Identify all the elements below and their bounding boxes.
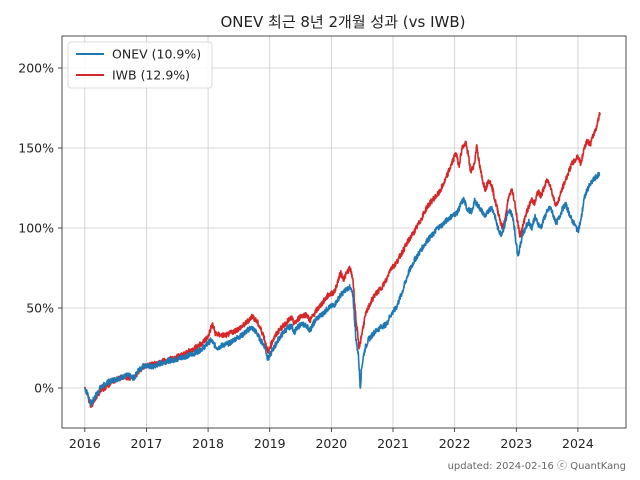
x-tick-label: 2023: [500, 436, 532, 451]
y-tick-label: 100%: [18, 221, 54, 236]
chart-title: ONEV 최근 8년 2개월 성과 (vs IWB): [220, 13, 465, 31]
grid: [62, 36, 626, 428]
series-line-iwb: [84, 111, 601, 408]
x-tick-label: 2018: [192, 436, 224, 451]
plot-frame: [61, 35, 627, 429]
legend-label: IWB (12.9%): [112, 68, 190, 83]
series-line-onev: [84, 171, 601, 407]
legend: ONEV (10.9%) IWB (12.9%): [67, 41, 213, 89]
x-tick-label: 2016: [69, 436, 101, 451]
x-tick-label: 2020: [315, 436, 347, 451]
x-tick-label: 2024: [562, 436, 594, 451]
y-tick-label: 50%: [26, 301, 54, 316]
x-axis-ticks: 2016 2017 2018 2019 2020 2021 2022 2023 2024: [69, 428, 594, 451]
credit-text: updated: 2024-02-16 ⓒ QuantKang: [448, 460, 626, 472]
x-tick-label: 2019: [254, 436, 286, 451]
x-tick-label: 2017: [131, 436, 163, 451]
y-tick-label: 150%: [18, 141, 54, 156]
series-layer: [84, 111, 601, 408]
legend-label: ONEV (10.9%): [112, 47, 201, 62]
y-tick-label: 0%: [34, 381, 54, 396]
x-tick-label: 2021: [377, 436, 409, 451]
y-tick-label: 200%: [18, 61, 54, 76]
y-axis-ticks: 0% 50% 100% 150% 200%: [18, 61, 62, 396]
x-tick-label: 2022: [439, 436, 471, 451]
